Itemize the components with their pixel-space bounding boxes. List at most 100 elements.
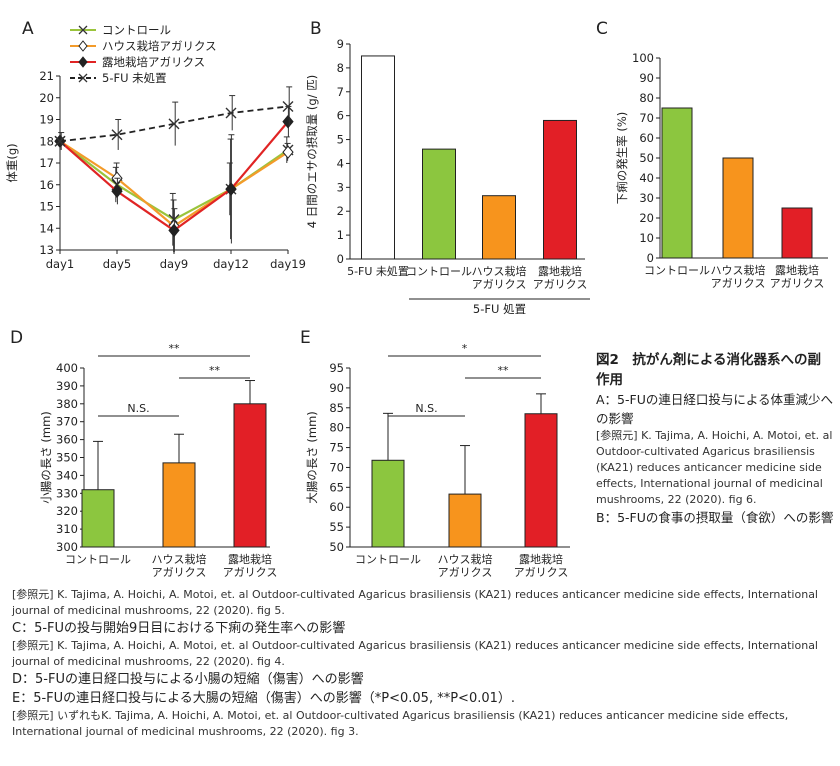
e-x-tick-label: コントロール — [355, 553, 421, 566]
b-group-label: 5-FU 処置 — [473, 302, 526, 316]
c-y-tick-label: 40 — [639, 171, 654, 185]
b-y-tick-label: 8 — [337, 61, 344, 75]
a-point — [54, 135, 66, 147]
a-x-tick-label: day1 — [46, 257, 74, 271]
c-y-tick-label: 90 — [639, 71, 654, 85]
a-y-axis-label: 体重(g) — [5, 143, 19, 182]
b-y-tick-label: 4 — [337, 156, 344, 170]
b-y-tick-label: 5 — [337, 133, 344, 147]
panel-label-c: C — [596, 19, 608, 39]
d-y-tick-label: 400 — [56, 361, 78, 375]
e-y-axis-label: 大腸の長さ (mm) — [305, 411, 319, 504]
d-significance-label: ** — [209, 364, 221, 377]
c-x-tick-label: 露地栽培アガリクス — [770, 263, 825, 290]
a-point — [111, 184, 123, 199]
a-x-tick-label: day12 — [213, 257, 249, 271]
e-bar — [524, 413, 558, 548]
d-significance-label: N.S. — [127, 402, 149, 415]
b-bar — [482, 195, 516, 260]
e-bar — [371, 459, 405, 548]
caption-a: A：5-FUの連日経口投与による体重減少への影響 — [596, 392, 833, 426]
b-y-tick-label: 3 — [337, 180, 344, 194]
a-x-tick-label: day5 — [103, 257, 131, 271]
e-y-tick-label: 90 — [329, 381, 344, 395]
a-point — [111, 129, 123, 141]
a-x-tick-label: day19 — [270, 257, 306, 271]
figure-caption: 図2 抗がん剤による消化器系への副作用 A：5-FUの連日経口投与による体重減少… — [596, 350, 834, 527]
c-y-tick-label: 20 — [639, 211, 654, 225]
panel-label-b: B — [310, 19, 322, 39]
c-y-tick-label: 50 — [639, 151, 654, 165]
e-significance-label: ** — [498, 364, 510, 377]
a-y-tick-label: 21 — [39, 69, 54, 83]
c-y-tick-label: 70 — [639, 111, 654, 125]
caption-c-reference: [参照元] K. Tajima, A. Hoichi, A. Motoi, et… — [12, 639, 818, 668]
caption-de-reference: [参照元] いずれもK. Tajima, A. Hoichi, A. Motoi… — [12, 709, 789, 738]
b-y-axis-label: 4 日間のエサの摂取量 (g/ 匹) — [305, 75, 319, 228]
b-x-tick-label: 露地栽培アガリクス — [533, 264, 588, 291]
a-point — [168, 223, 180, 238]
e-y-tick-label: 70 — [329, 460, 344, 474]
caption-title: 図2 抗がん剤による消化器系への副作用 — [596, 352, 821, 388]
c-y-tick-label: 0 — [647, 251, 654, 265]
c-y-tick-label: 10 — [639, 231, 654, 245]
d-y-axis-label: 小腸の長さ (mm) — [39, 411, 53, 504]
d-x-tick-label: 露地栽培アガリクス — [223, 552, 278, 579]
d-y-tick-label: 390 — [56, 379, 78, 393]
c-y-tick-label: 60 — [639, 131, 654, 145]
b-x-tick-label: 5-FU 未処置 — [347, 265, 409, 278]
a-y-tick-label: 18 — [39, 134, 54, 148]
d-significance-label: ** — [169, 342, 181, 355]
a-point — [225, 107, 237, 119]
b-bar — [543, 119, 577, 260]
panel-label-d: D — [10, 328, 23, 348]
d-y-tick-label: 380 — [56, 397, 78, 411]
caption-continued: [参照元] K. Tajima, A. Hoichi, A. Motoi, et… — [12, 587, 834, 740]
d-y-tick-label: 300 — [56, 540, 78, 554]
e-y-tick-label: 60 — [329, 500, 344, 514]
e-y-tick-label: 95 — [329, 361, 344, 375]
a-y-tick-label: 20 — [39, 91, 54, 105]
b-x-tick-label: ハウス栽培アガリクス — [472, 264, 527, 291]
a-y-tick-label: 19 — [39, 113, 54, 127]
d-bar — [233, 403, 267, 548]
b-y-tick-label: 0 — [337, 252, 344, 266]
a-x-tick-label: day9 — [160, 257, 188, 271]
caption-d: D：5-FUの連日経口投与による小腸の短縮（傷害）への影響 — [12, 672, 364, 687]
a-y-tick-label: 15 — [39, 200, 54, 214]
d-y-tick-label: 320 — [56, 504, 78, 518]
b-y-tick-label: 9 — [337, 37, 344, 51]
b-y-tick-label: 6 — [337, 109, 344, 123]
e-x-tick-label: 露地栽培アガリクス — [514, 552, 569, 579]
c-bar — [781, 207, 813, 259]
b-y-tick-label: 1 — [337, 228, 344, 242]
e-y-tick-label: 55 — [329, 520, 344, 534]
e-x-tick-label: ハウス栽培アガリクス — [438, 552, 493, 579]
b-x-tick-label: コントロール — [406, 265, 472, 278]
a-legend-label: 露地栽培アガリクス — [102, 55, 205, 69]
e-y-tick-label: 75 — [329, 441, 344, 455]
caption-a-reference: [参照元] K. Tajima, A. Hoichi, A. Motoi, et… — [596, 429, 833, 506]
a-point — [282, 100, 294, 112]
e-y-tick-label: 50 — [329, 540, 344, 554]
a-legend-label: コントロール — [102, 23, 171, 37]
c-y-tick-label: 80 — [639, 91, 654, 105]
c-y-tick-label: 30 — [639, 191, 654, 205]
a-y-tick-label: 14 — [39, 221, 54, 235]
c-x-tick-label: コントロール — [644, 264, 710, 277]
e-significance-label: * — [462, 342, 468, 355]
d-y-tick-label: 370 — [56, 415, 78, 429]
a-legend-marker — [78, 25, 88, 35]
d-y-tick-label: 330 — [56, 486, 78, 500]
a-legend-marker — [78, 56, 88, 68]
e-bar — [448, 493, 482, 548]
caption-b-reference: [参照元] K. Tajima, A. Hoichi, A. Motoi, et… — [12, 588, 818, 617]
c-y-axis-label: 下痢の発生率 (%) — [615, 112, 629, 205]
c-bar — [661, 107, 693, 259]
a-point — [225, 182, 237, 196]
a-legend-marker — [78, 40, 88, 52]
panel-label-a: A — [22, 19, 34, 39]
a-y-tick-label: 13 — [39, 243, 54, 257]
b-bar — [361, 55, 395, 260]
